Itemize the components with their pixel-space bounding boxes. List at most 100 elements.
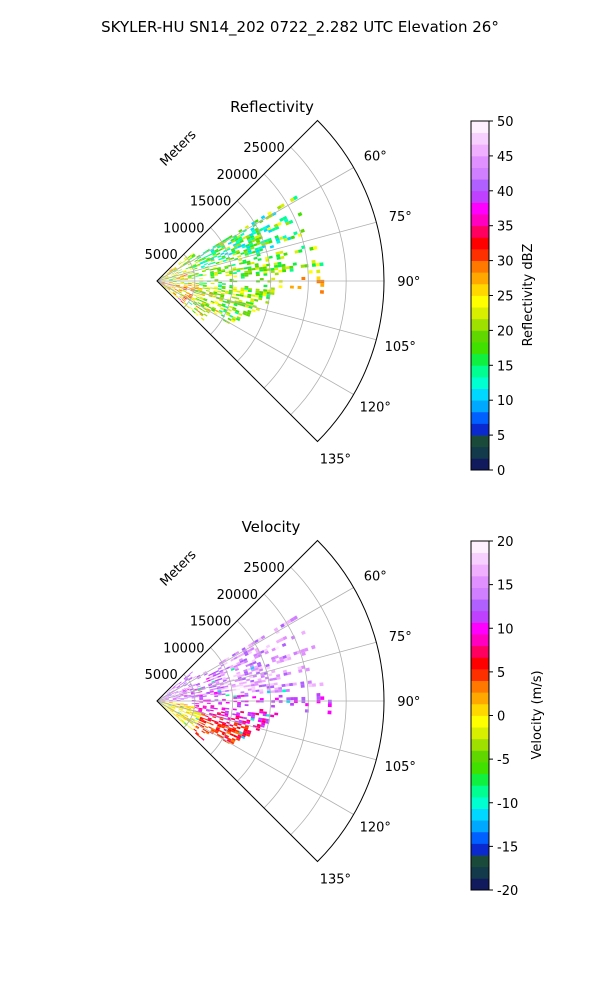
data-cell (172, 292, 177, 296)
data-cell (178, 297, 182, 301)
data-cell (166, 708, 170, 712)
data-cell (276, 676, 281, 680)
data-cell (170, 709, 174, 713)
data-cell (175, 694, 180, 696)
data-cell (298, 669, 303, 673)
data-cell (208, 295, 213, 298)
data-cell (183, 706, 188, 708)
data-cell (181, 299, 186, 302)
data-cell (168, 705, 172, 707)
data-cell (238, 258, 243, 262)
data-cell (175, 295, 179, 298)
data-cell (245, 733, 251, 737)
data-cell (179, 264, 184, 267)
colorbar-cell (471, 307, 489, 320)
data-cell (216, 687, 221, 690)
data-cell (315, 262, 320, 267)
data-cell (214, 301, 219, 305)
data-cell (183, 296, 187, 300)
data-cell (175, 706, 180, 709)
data-cell (176, 283, 181, 285)
data-cell (199, 261, 204, 264)
data-cell (282, 635, 288, 641)
data-cell (210, 729, 215, 732)
data-cell (297, 285, 302, 290)
colorbar-cell (471, 820, 489, 833)
data-cell (260, 675, 265, 679)
data-cell (221, 256, 226, 260)
data-cell (215, 242, 220, 247)
data-cell (212, 293, 217, 296)
data-cell (266, 666, 271, 670)
data-cell (238, 229, 243, 233)
data-cell (274, 655, 279, 659)
data-cell (241, 734, 246, 738)
data-cell (327, 710, 332, 715)
data-cell (255, 239, 261, 244)
data-cell (169, 709, 174, 713)
data-cell (200, 312, 204, 316)
data-cell (273, 682, 278, 686)
data-cell (297, 666, 302, 670)
data-cell (225, 689, 230, 692)
data-cell (258, 227, 264, 232)
data-cell (198, 289, 203, 292)
data-cell (167, 286, 172, 289)
data-cell (240, 289, 245, 292)
data-cell (237, 696, 241, 699)
data-cell (243, 250, 249, 254)
data-cell (240, 725, 245, 729)
data-cell (198, 719, 203, 722)
data-cell (179, 708, 183, 710)
data-cell (239, 716, 244, 719)
data-cell (232, 726, 237, 730)
data-cell (226, 739, 231, 743)
data-cell (240, 661, 245, 665)
data-cell (235, 239, 240, 244)
data-cell (169, 711, 173, 714)
colorbar-cell (471, 353, 489, 366)
data-cell (198, 258, 203, 262)
data-cell (280, 203, 285, 208)
colorbar-cell (471, 657, 489, 670)
data-cell (257, 719, 262, 723)
data-cell (222, 238, 227, 243)
colorbar-cell (471, 843, 489, 856)
data-cell (205, 268, 210, 271)
data-cell (221, 676, 226, 680)
data-cell (179, 683, 183, 686)
data-cell (199, 282, 204, 284)
data-cell (197, 292, 202, 295)
data-cell (243, 266, 248, 270)
data-cell (183, 262, 188, 266)
data-cell (168, 285, 172, 288)
data-cell (271, 704, 275, 708)
data-cell (232, 290, 237, 293)
data-cell (161, 701, 166, 703)
data-cell (201, 301, 206, 305)
data-cell (204, 255, 209, 258)
data-cell (199, 284, 204, 286)
data-cell (182, 290, 187, 293)
data-cell (289, 197, 295, 203)
data-cell (219, 683, 224, 686)
data-cell (203, 718, 208, 721)
data-cell (278, 689, 283, 693)
colorbar-cell (471, 330, 489, 343)
data-cell (257, 258, 262, 262)
data-cell (167, 705, 172, 708)
data-cell (190, 718, 195, 722)
data-cell (163, 286, 167, 289)
azimuth-gridline (156, 700, 377, 761)
data-cell (247, 711, 252, 715)
data-cell (224, 714, 229, 718)
data-cell (233, 236, 238, 240)
range-tick-label: 15000 (190, 615, 231, 630)
data-cell (163, 285, 168, 288)
data-cell (234, 311, 239, 315)
data-cell (249, 234, 255, 239)
data-cell (176, 696, 181, 698)
data-cell (169, 279, 173, 281)
data-cell (236, 726, 241, 730)
data-cell (213, 707, 218, 710)
